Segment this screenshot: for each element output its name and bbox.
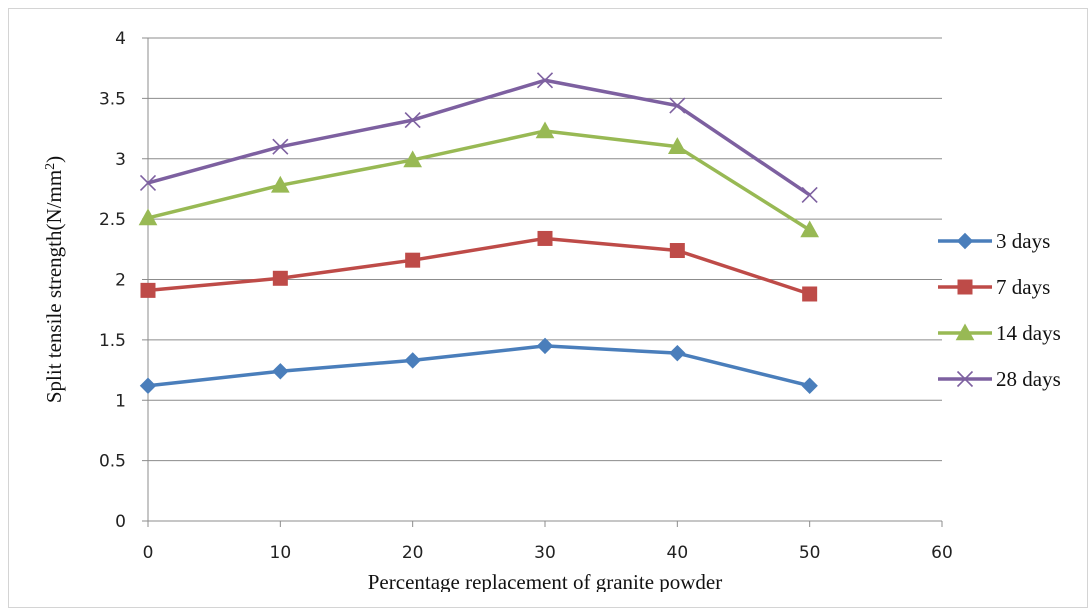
legend: 3 days 7 days 14 days 28 days [938,229,1061,391]
series-line-3-days [147,344,811,388]
series-line-14-days [147,129,811,232]
x-tick-label: 40 [667,543,689,563]
y-tick-label: 1.5 [99,331,126,351]
data-point-28-days [139,174,157,191]
y-tick-label: 2.5 [99,210,126,230]
y-axis-ticks: 0 0.5 1 1.5 2 2.5 3 3.5 4 [99,29,148,532]
data-point-28-days [272,138,289,155]
y-tick-label: 0.5 [99,452,126,472]
data-point-14-days [138,208,158,226]
line-chart: 0 0.5 1 1.5 2 2.5 3 3.5 4 0 10 20 30 40 50 60 3 days 7 … [42,29,1061,592]
y-axis-title-suffix: ) [42,156,66,163]
data-point-14-days [800,220,820,238]
x-tick-label: 10 [270,543,292,563]
data-point-3-days [669,344,686,362]
data-point-28-days [801,186,818,204]
series-line-28-days [147,78,811,197]
x-tick-label: 20 [402,543,424,563]
legend-label: 28 days [996,367,1061,391]
y-axis-title-main: Split tensile strength(N/mm [42,170,66,403]
data-point-14-days [667,137,687,154]
x-axis-ticks: 0 10 20 30 40 50 60 [143,521,953,563]
legend-item-14-days: 14 days [938,321,1061,345]
x-tick-label: 60 [931,543,953,563]
data-point-7-days [669,243,685,259]
legend-swatch-marker [957,279,973,295]
y-tick-label: 3 [115,150,126,170]
data-point-14-days [270,175,290,193]
x-tick-label: 0 [143,543,154,563]
series-line-7-days [147,236,811,296]
grid-lines [148,37,942,462]
data-point-3-days [536,337,554,355]
y-tick-label: 2 [115,271,126,291]
data-point-14-days [535,121,555,139]
y-tick-label: 4 [115,29,126,49]
data-point-7-days [272,270,288,286]
series-14-days [138,121,820,238]
y-tick-label: 3.5 [99,89,126,109]
legend-label: 14 days [996,321,1061,345]
data-point-3-days [404,352,421,369]
data-point-7-days [405,252,421,268]
legend-label: 3 days [996,229,1050,253]
x-tick-label: 30 [534,543,556,563]
data-point-14-days [403,150,423,168]
y-tick-label: 1 [115,391,126,411]
data-point-7-days [140,282,156,298]
data-point-28-days [404,112,421,129]
data-point-28-days [536,72,554,89]
series-7-days [140,230,818,302]
y-tick-label: 0 [115,512,126,532]
data-point-3-days [139,377,157,394]
chart-frame [8,8,1088,608]
legend-swatch-marker [956,232,974,250]
data-point-28-days [669,97,686,114]
legend-item-28-days: 28 days [938,367,1061,391]
legend-swatch-marker [956,370,974,388]
y-axis-title-superscript: 2 [43,163,58,170]
series-28-days [139,72,818,204]
data-point-3-days [272,363,289,380]
x-tick-label: 50 [799,543,821,563]
legend-item-7-days: 7 days [938,275,1050,299]
y-axis-title: Split tensile strength(N/mm2) [42,156,66,403]
legend-item-3-days: 3 days [938,229,1050,253]
x-axis-title: Percentage replacement of granite powder [368,570,723,592]
legend-label: 7 days [996,275,1050,299]
series-group [138,72,820,394]
series-3-days [139,337,818,394]
data-point-7-days [802,286,818,302]
legend-swatch-marker [955,323,975,341]
data-point-3-days [801,377,818,394]
data-point-7-days [537,230,553,246]
